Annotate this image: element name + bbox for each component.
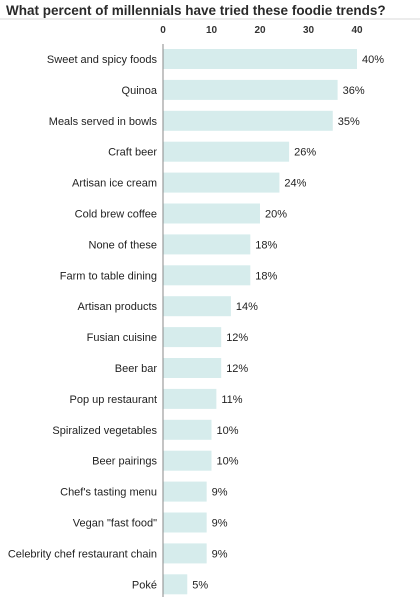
bar [163,49,357,69]
bar [163,79,338,100]
category-label: Beer bar [115,363,158,375]
value-label: 9% [212,548,228,560]
bar [163,110,333,131]
bar [163,265,251,286]
bar [163,234,251,255]
bar [163,481,207,502]
x-tick-label: 10 [206,25,218,36]
category-label: None of these [89,239,158,251]
value-label: 10% [217,456,239,468]
x-tick-label: 30 [303,25,315,36]
bar [163,141,290,162]
bar [163,574,188,595]
category-label: Cold brew coffee [75,209,157,221]
category-label: Sweet and spicy foods [47,54,158,66]
category-label: Quinoa [122,85,158,97]
bar [163,419,212,440]
value-label: 36% [343,85,365,97]
value-label: 24% [284,178,306,190]
value-label: 20% [265,209,287,221]
category-label: Fusian cuisine [87,332,157,344]
category-label: Celebrity chef restaurant chain [8,548,157,560]
bar [163,327,222,348]
bar [163,450,212,471]
value-label: 18% [255,239,277,251]
value-label: 35% [338,116,360,128]
category-label: Craft beer [108,147,157,159]
x-tick-label: 0 [160,25,166,36]
x-tick-label: 40 [351,25,363,36]
value-label: 12% [226,363,248,375]
category-label: Artisan ice cream [72,178,157,190]
category-label: Chef's tasting menu [60,487,157,499]
chart-title: What percent of millennials have tried t… [6,3,386,18]
x-tick-label: 20 [254,25,266,36]
value-label: 10% [217,425,239,437]
bar [163,172,280,193]
value-label: 5% [192,579,208,591]
value-label: 11% [221,394,242,406]
value-label: 18% [255,270,277,282]
value-label: 9% [212,487,228,499]
bar [163,543,207,564]
category-label: Artisan products [78,301,158,313]
bar [163,296,231,317]
category-label: Pop up restaurant [70,394,157,406]
category-label: Meals served in bowls [49,116,158,128]
value-label: 9% [212,518,228,530]
category-label: Farm to table dining [60,270,157,282]
bar [163,358,222,378]
value-label: 14% [236,301,258,313]
value-label: 12% [226,332,248,344]
category-label: Poké [132,579,157,591]
category-label: Spiralized vegetables [52,425,157,437]
bar [163,203,260,224]
bar [163,512,207,533]
bar [163,388,217,409]
value-label: 26% [294,147,316,159]
category-label: Beer pairings [92,456,157,468]
value-label: 40% [362,54,384,66]
category-label: Vegan "fast food" [73,518,157,530]
